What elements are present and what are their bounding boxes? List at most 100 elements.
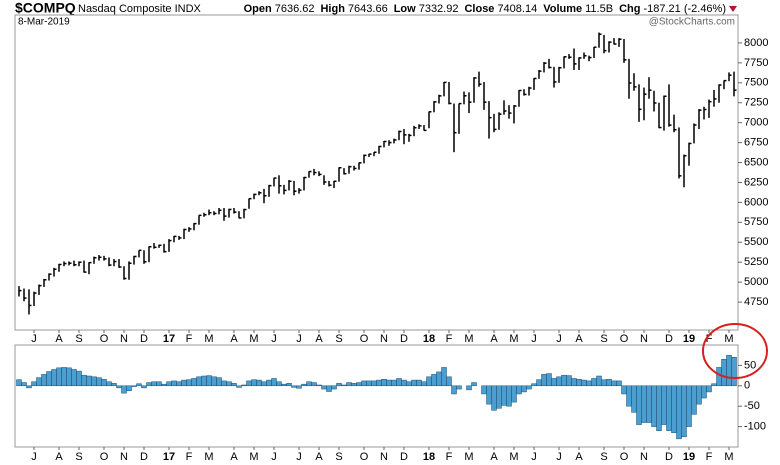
x-tick-label: M (249, 333, 258, 345)
histogram-bar (556, 376, 562, 387)
histogram-bar (681, 385, 687, 438)
histogram-bar (406, 381, 412, 387)
quote-label: Low (394, 3, 416, 15)
x-tick-label: J (531, 333, 537, 345)
quote-label: Open (244, 3, 272, 15)
watermark: @StockCharts.com (649, 17, 735, 28)
histogram-bar (401, 379, 407, 387)
histogram-bar (621, 385, 627, 395)
histogram-bar (421, 381, 427, 387)
histogram-bar (411, 379, 417, 387)
quote-value: 11.5B (585, 3, 613, 15)
histogram-bar (116, 385, 122, 389)
histogram-bar (491, 385, 497, 411)
histogram-bar (256, 379, 262, 387)
histogram-bar (46, 371, 52, 387)
oscillator-panel (14, 344, 739, 448)
x-tick-label: 19 (683, 451, 695, 463)
x-tick-label: N (120, 451, 128, 463)
x-tick-label: J (31, 333, 37, 345)
y-tick-label: 6000 (744, 196, 768, 208)
x-tick-label: M (249, 451, 258, 463)
quote-value: 7332.92 (419, 3, 459, 15)
x-tick-label: F (186, 451, 193, 463)
histogram-bar (656, 385, 662, 431)
x-tick-label: A (490, 333, 498, 345)
histogram-bar (676, 385, 682, 440)
histogram-bar (196, 376, 202, 387)
histogram-bar (36, 377, 42, 387)
x-tick-label: J (271, 451, 277, 463)
histogram-bar (651, 385, 657, 427)
histogram-bar (361, 380, 367, 387)
histogram-bar (121, 385, 127, 394)
x-tick-label: J (556, 333, 562, 345)
y-tick-label: 50 (744, 359, 756, 371)
x-tick-label: O (360, 333, 369, 345)
histogram-bar (26, 385, 32, 389)
histogram-bar (366, 380, 372, 387)
histogram-bar (86, 375, 92, 387)
x-tick-label: D (665, 333, 673, 345)
y-tick-label: 4750 (744, 296, 768, 308)
histogram-bar (371, 380, 377, 387)
histogram-bar (671, 385, 677, 433)
y-tick-label: 8000 (744, 37, 768, 49)
x-tick-label: A (230, 451, 238, 463)
quote-label: Volume (543, 3, 582, 15)
x-tick-label: D (665, 451, 673, 463)
x-tick-label: M (509, 333, 518, 345)
y-tick-label: 6750 (744, 137, 768, 149)
histogram-bar (21, 382, 27, 387)
histogram-bar (51, 369, 57, 387)
histogram-bar (181, 379, 187, 387)
y-tick-label: 7250 (744, 97, 768, 109)
x-tick-label: J (556, 451, 562, 463)
histogram-bar (176, 381, 182, 387)
histogram-bar (61, 367, 67, 387)
histogram-bar (71, 369, 77, 387)
y-tick-label: 7750 (744, 57, 768, 69)
histogram-bar (386, 379, 392, 387)
x-tick-label: A (490, 451, 498, 463)
histogram-bar (296, 385, 302, 389)
y-tick-label: -50 (744, 400, 760, 412)
quote-label: High (320, 3, 345, 15)
histogram-bar (331, 385, 337, 390)
histogram-bar (171, 380, 177, 387)
histogram-bar (226, 381, 232, 387)
histogram-bar (471, 382, 477, 387)
histogram-bar (81, 374, 87, 387)
x-tick-label: S (75, 333, 82, 345)
x-tick-label: N (120, 333, 128, 345)
histogram-bar (241, 384, 247, 387)
x-tick-label: D (400, 451, 408, 463)
histogram-bar (511, 385, 517, 403)
quote-value: 7643.66 (348, 3, 388, 15)
histogram-bar (326, 385, 332, 392)
histogram-bar (151, 381, 157, 387)
histogram-bar (596, 375, 602, 387)
histogram-bar (571, 378, 577, 387)
x-tick-label: 18 (423, 451, 435, 463)
histogram-bar (586, 380, 592, 387)
histogram-bar (601, 379, 607, 387)
histogram-bar (261, 381, 267, 387)
instrument-name: Nasdaq Composite INDX (78, 3, 202, 15)
x-tick-label: A (55, 333, 63, 345)
histogram-bar (66, 367, 72, 387)
histogram-bar (201, 375, 207, 387)
histogram-bar (321, 385, 327, 390)
histogram-bar (146, 382, 152, 387)
x-tick-label: A (575, 333, 583, 345)
x-tick-label: J (531, 451, 537, 463)
x-tick-label: F (706, 333, 713, 345)
histogram-bar (716, 367, 722, 387)
x-tick-label: N (380, 451, 388, 463)
histogram-bar (356, 382, 362, 387)
histogram-bar (311, 382, 317, 387)
histogram-bar (301, 383, 307, 387)
histogram-bar (236, 385, 242, 388)
histogram-bar (131, 385, 137, 387)
